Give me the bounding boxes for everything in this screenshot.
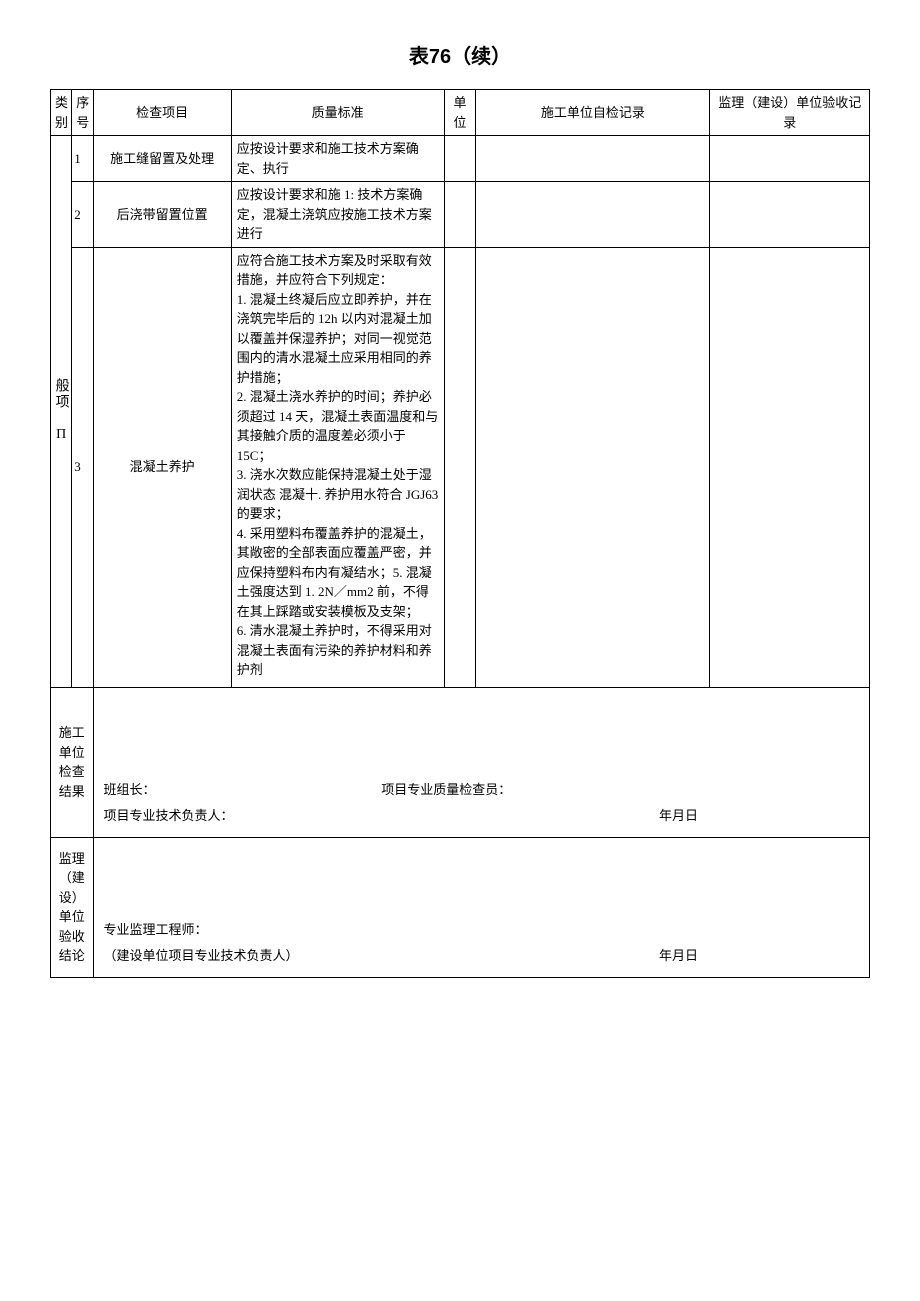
table-row: 3 混凝土养护 应符合施工技术方案及时采取有效措施，并应符合下列规定： 1. 混… <box>51 247 870 687</box>
header-project: 检查项目 <box>93 90 231 136</box>
standard-cell: 应按设计要求和施工技术方案确定、执行 <box>231 136 444 182</box>
date-label: 年月日 <box>659 803 859 829</box>
date-label: 年月日 <box>659 943 859 969</box>
self-record-cell <box>476 136 710 182</box>
seq-cell: 3 <box>72 247 93 687</box>
header-standard: 质量标准 <box>231 90 444 136</box>
self-record-cell <box>476 182 710 248</box>
self-record-cell <box>476 247 710 687</box>
team-leader-label: 班组长： <box>104 777 382 803</box>
unit-cell <box>444 182 476 248</box>
header-accept-record: 监理（建设）单位验收记录 <box>710 90 870 136</box>
category-cell: 般项 П <box>51 136 72 688</box>
construction-unit-result-label: 施工单位检查结果 <box>51 687 94 837</box>
table-row: 般项 П 1 施工缝留置及处理 应按设计要求和施工技术方案确定、执行 <box>51 136 870 182</box>
accept-record-cell <box>710 136 870 182</box>
header-seq: 序号 <box>72 90 93 136</box>
project-cell: 后浇带留置位置 <box>93 182 231 248</box>
construction-unit-result-content: 班组长： 项目专业质量检查员： 项目专业技术负责人： 年月日 <box>93 687 869 837</box>
engineer-label: 专业监理工程师： <box>104 917 382 943</box>
unit-cell <box>444 136 476 182</box>
page-title: 表76（续） <box>50 40 870 69</box>
build-leader-label: （建设单位项目专业技术负责人） <box>104 943 382 969</box>
seq-cell: 1 <box>72 136 93 182</box>
header-unit: 单位 <box>444 90 476 136</box>
signature-row-2: 监理（建设）单位验收结论 专业监理工程师： （建设单位项目专业技术负责人） 年月… <box>51 837 870 977</box>
quality-inspector-label: 项目专业质量检查员： <box>381 777 659 803</box>
standard-cell: 应符合施工技术方案及时采取有效措施，并应符合下列规定： 1. 混凝土终凝后应立即… <box>231 247 444 687</box>
tech-leader-label: 项目专业技术负责人： <box>104 803 382 829</box>
header-category: 类别 <box>51 90 72 136</box>
signature-row-1: 施工单位检查结果 班组长： 项目专业质量检查员： 项目专业技术负责人： 年月日 <box>51 687 870 837</box>
table-header-row: 类别 序号 检查项目 质量标准 单位 施工单位自检记录 监理（建设）单位验收记录 <box>51 90 870 136</box>
table-row: 2 后浇带留置位置 应按设计要求和施 1: 技术方案确定，混凝土浇筑应按施工技术… <box>51 182 870 248</box>
unit-cell <box>444 247 476 687</box>
accept-record-cell <box>710 182 870 248</box>
supervision-unit-conclusion-label: 监理（建设）单位验收结论 <box>51 837 94 977</box>
project-cell: 施工缝留置及处理 <box>93 136 231 182</box>
accept-record-cell <box>710 247 870 687</box>
standard-cell: 应按设计要求和施 1: 技术方案确定，混凝土浇筑应按施工技术方案进行 <box>231 182 444 248</box>
seq-cell: 2 <box>72 182 93 248</box>
header-self-record: 施工单位自检记录 <box>476 90 710 136</box>
inspection-table: 类别 序号 检查项目 质量标准 单位 施工单位自检记录 监理（建设）单位验收记录… <box>50 89 870 978</box>
supervision-unit-conclusion-content: 专业监理工程师： （建设单位项目专业技术负责人） 年月日 <box>93 837 869 977</box>
project-cell: 混凝土养护 <box>93 247 231 687</box>
